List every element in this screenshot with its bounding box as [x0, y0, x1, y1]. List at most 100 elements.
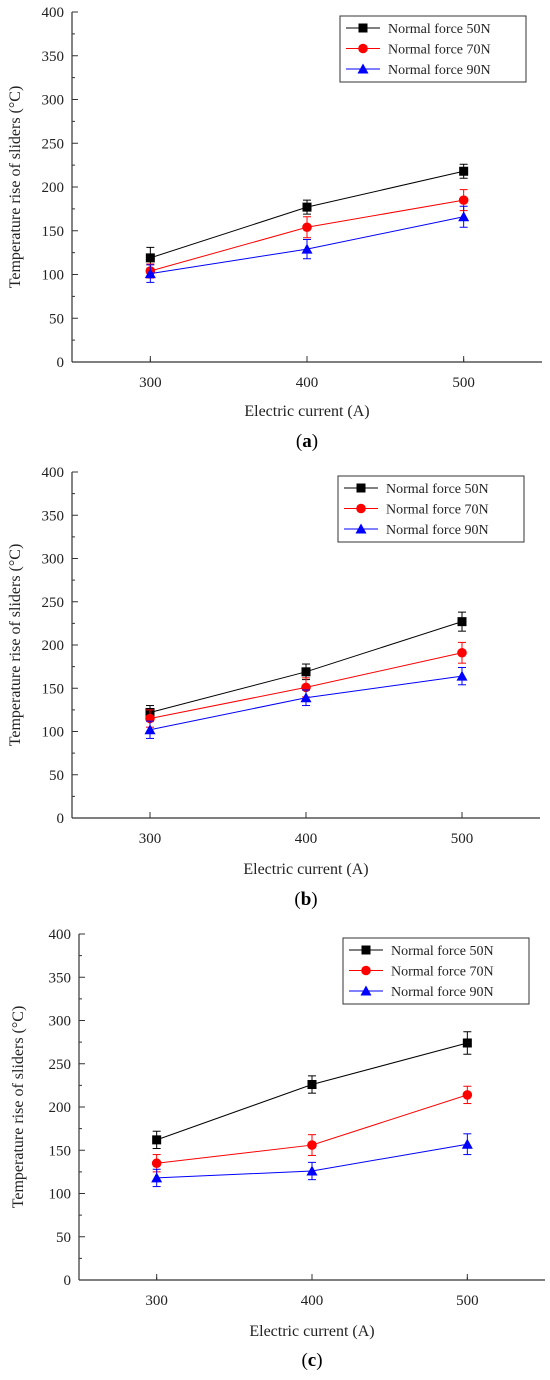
data-point	[457, 647, 467, 658]
x-tick-label: 500	[451, 831, 474, 847]
legend-marker	[361, 965, 371, 976]
legend: Normal force 50N Normal force 70N Normal f…	[342, 937, 530, 1005]
series-1	[151, 1085, 473, 1173]
legend-marker	[361, 945, 371, 955]
legend: Normal force 50N Normal force 70N Normal f…	[337, 475, 525, 543]
data-point	[458, 211, 470, 222]
data-point	[461, 1138, 473, 1149]
y-axis-title: Temperature rise of sliders (°C)	[7, 86, 24, 289]
x-tick-label: 300	[139, 831, 162, 847]
legend-label: Normal force 70N	[388, 43, 491, 58]
x-axis-title: Electric current (A)	[249, 1323, 374, 1340]
y-tick-label: 400	[42, 465, 65, 481]
data-point	[151, 1158, 162, 1169]
series-2	[144, 205, 470, 283]
y-tick-label: 50	[49, 768, 64, 784]
data-point	[152, 1135, 162, 1145]
y-axis-title: Temperature rise of sliders (°C)	[7, 544, 24, 747]
panel-caption: (c)	[301, 1350, 322, 1371]
legend-label: Normal force 50N	[388, 22, 491, 37]
y-axis-title: Temperature rise of sliders (°C)	[10, 1006, 27, 1209]
data-point	[462, 1090, 473, 1100]
x-tick-label: 500	[452, 375, 475, 391]
legend-label: Normal force 70N	[386, 503, 489, 518]
y-tick-label: 300	[42, 93, 65, 109]
x-tick-label: 400	[301, 1293, 324, 1309]
y-tick-label: 200	[49, 1100, 72, 1116]
y-tick-label: 50	[49, 311, 64, 327]
data-point	[300, 692, 312, 703]
data-point	[302, 202, 312, 212]
panel-caption: (b)	[294, 889, 317, 910]
y-tick-label: 350	[42, 508, 65, 524]
y-tick-label: 200	[42, 638, 65, 654]
legend-label: Normal force 90N	[388, 63, 491, 78]
legend-marker	[355, 523, 367, 534]
y-tick-label: 100	[49, 1187, 72, 1203]
legend-marker	[356, 483, 366, 493]
data-point	[144, 268, 156, 279]
y-tick-label: 0	[57, 811, 65, 827]
chart-panel-c: 0 50 100 150 200 250 300 350 400 300 400 500 Electri…	[10, 927, 545, 1371]
y-tick-label: 300	[49, 1014, 72, 1030]
y-tick-label: 300	[42, 552, 65, 568]
legend: Normal force 50N Normal force 70N Normal f…	[339, 15, 527, 83]
chart-panel-b: 0 50 100 150 200 250 300 350 400 300 400 500 Electri…	[7, 465, 540, 910]
data-point	[151, 1172, 163, 1183]
series-2	[144, 666, 468, 739]
legend-marker	[356, 503, 366, 514]
y-tick-label: 50	[56, 1230, 71, 1246]
x-tick-label: 500	[456, 1293, 479, 1309]
legend-marker	[358, 23, 368, 33]
data-point	[458, 195, 469, 205]
data-point	[307, 1080, 317, 1090]
x-axis-title: Electric current (A)	[243, 861, 368, 878]
data-point	[302, 222, 312, 233]
panel-caption: (a)	[296, 431, 318, 452]
legend-marker	[357, 63, 369, 74]
legend-marker	[358, 43, 368, 54]
y-tick-label: 250	[42, 595, 65, 611]
data-point	[456, 670, 468, 681]
y-tick-label: 400	[49, 927, 72, 943]
data-point	[301, 243, 313, 254]
data-point	[301, 667, 311, 677]
y-tick-label: 250	[42, 136, 65, 152]
x-tick-label: 400	[296, 375, 319, 391]
legend-label: Normal force 70N	[391, 965, 494, 980]
legend-label: Normal force 90N	[386, 523, 489, 538]
y-tick-label: 400	[42, 5, 65, 21]
data-point	[457, 617, 467, 627]
data-point	[459, 166, 469, 176]
data-point	[307, 1140, 317, 1150]
x-axis-title: Electric current (A)	[244, 403, 369, 420]
y-tick-label: 350	[49, 970, 72, 986]
chart-panel-a: 0 50 100 150 200 250 300 350 400 300 400 500 Electri…	[7, 5, 542, 452]
series-1	[145, 641, 467, 728]
x-tick-label: 300	[145, 1293, 168, 1309]
series-2	[151, 1133, 473, 1188]
legend-box	[337, 475, 525, 543]
y-tick-label: 150	[42, 224, 65, 240]
x-tick-label: 300	[139, 375, 162, 391]
legend-label: Normal force 50N	[391, 944, 494, 959]
legend-label: Normal force 50N	[386, 482, 489, 497]
y-tick-label: 250	[49, 1057, 72, 1073]
data-point	[145, 253, 155, 263]
y-tick-label: 150	[49, 1143, 72, 1159]
y-tick-label: 0	[64, 1273, 72, 1289]
x-tick-label: 400	[295, 831, 318, 847]
data-point	[144, 724, 156, 735]
y-tick-label: 350	[42, 49, 65, 65]
y-tick-label: 0	[57, 355, 65, 371]
y-tick-label: 100	[42, 268, 65, 284]
y-tick-label: 150	[42, 681, 65, 697]
y-tick-label: 200	[42, 180, 65, 196]
y-tick-label: 100	[42, 725, 65, 741]
series-0	[152, 1031, 472, 1150]
legend-label: Normal force 90N	[391, 985, 494, 1000]
data-point	[462, 1038, 472, 1048]
legend-marker	[360, 985, 372, 996]
data-point	[306, 1165, 318, 1176]
